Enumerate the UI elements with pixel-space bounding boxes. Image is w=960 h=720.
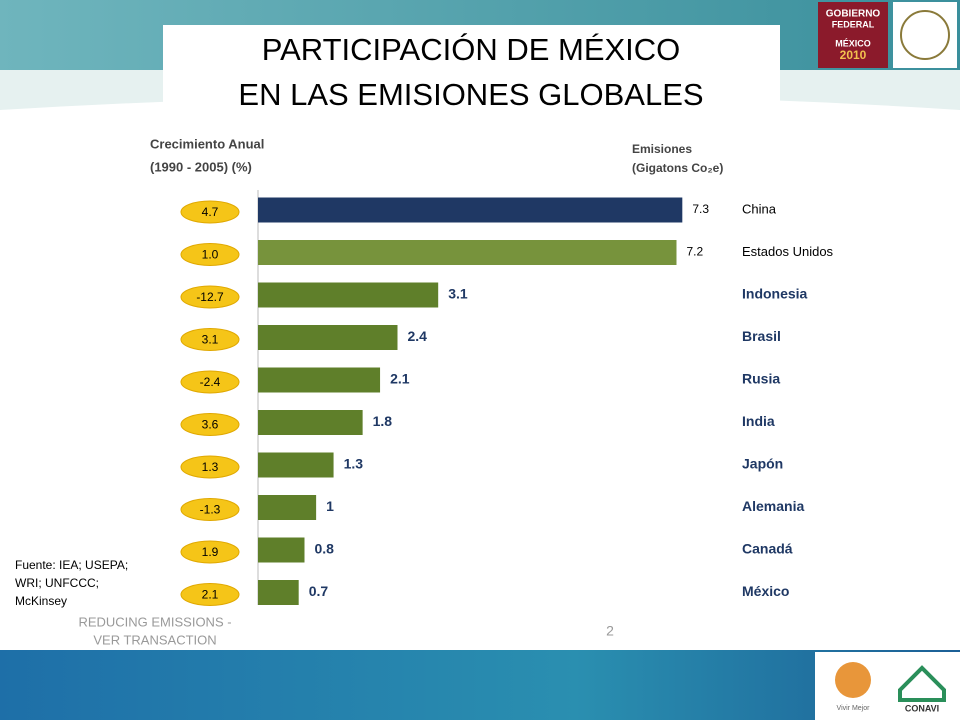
- bar: [258, 197, 683, 223]
- source: McKinsey: [15, 594, 67, 608]
- value-label: 2.4: [408, 328, 428, 344]
- growth-label: 1.3: [202, 460, 219, 474]
- value-label: 0.7: [309, 583, 329, 599]
- category-label: Brasil: [742, 328, 781, 344]
- logo-conavi-icon: [898, 665, 946, 702]
- title: PARTICIPACIÓN DE MÉXICO: [262, 32, 681, 67]
- category-label: China: [742, 201, 777, 216]
- value-label: 1.8: [373, 413, 393, 429]
- growth-marker: [180, 583, 240, 606]
- growth-label: -1.3: [200, 503, 221, 517]
- bar: [258, 367, 381, 393]
- left-title: (1990 - 2005) (%): [150, 159, 252, 174]
- category-label-box: [737, 239, 899, 266]
- logo-vivir-icon: [835, 662, 871, 698]
- escudo-icon: [900, 10, 950, 60]
- source-box: [10, 557, 160, 612]
- growth-label: -12.7: [196, 290, 224, 304]
- title-box: [163, 25, 780, 118]
- growth-label: 4.7: [202, 205, 219, 219]
- growth-marker: [180, 498, 240, 521]
- source: WRI; UNFCCC;: [15, 576, 99, 590]
- left-title: Crecimiento Anual: [150, 136, 264, 151]
- bar: [258, 580, 299, 605]
- category-label: Japón: [742, 456, 783, 472]
- growth-marker: [180, 285, 240, 309]
- bar: [258, 410, 363, 435]
- category-label: India: [742, 413, 775, 429]
- bar: [258, 282, 439, 308]
- category-label: Rusia: [742, 371, 780, 387]
- growth-marker: [180, 540, 240, 564]
- title: EN LAS EMISIONES GLOBALES: [238, 77, 703, 112]
- growth-marker: [180, 200, 240, 224]
- category-label: México: [742, 583, 789, 599]
- logo-escudo: [893, 2, 957, 68]
- bar: [258, 452, 334, 478]
- value-label: 7.2: [687, 245, 704, 259]
- logo-text: GOBIERNO: [826, 9, 881, 20]
- growth-marker: [180, 455, 240, 479]
- value-label: 7.3: [692, 202, 709, 216]
- value-label: 3.1: [448, 286, 468, 302]
- growth-marker: [180, 370, 240, 394]
- value-label: 0.8: [315, 541, 335, 557]
- bar: [258, 325, 398, 350]
- footer-band: [0, 650, 960, 720]
- category-label: Estados Unidos: [742, 244, 834, 259]
- growth-marker: [180, 243, 240, 266]
- logo-text: FEDERAL: [832, 19, 875, 29]
- growth-label: 3.1: [202, 333, 219, 347]
- growth-marker: [180, 328, 240, 351]
- growth-label: 1.9: [202, 545, 219, 559]
- caption: REDUCING EMISSIONS -: [78, 614, 231, 629]
- logo-text: CONAVI: [905, 703, 939, 713]
- page-number: 2: [606, 623, 614, 639]
- category-label: Canadá: [742, 541, 793, 557]
- value-label: 1: [326, 498, 334, 514]
- bar: [258, 495, 317, 520]
- logo-text: 2010: [840, 48, 867, 62]
- growth-label: -2.4: [200, 375, 221, 389]
- caption: VER TRANSACTION: [93, 632, 216, 647]
- source: Fuente: IEA; USEPA;: [15, 558, 128, 572]
- category-label: Indonesia: [742, 286, 808, 302]
- growth-label: 3.6: [202, 418, 219, 432]
- logo-text: MÉXICO: [835, 38, 871, 48]
- growth-label: 1.0: [202, 248, 219, 262]
- bar: [258, 240, 677, 265]
- growth-marker: [180, 413, 240, 436]
- bar: [258, 537, 305, 563]
- logo-gobierno: [818, 2, 888, 68]
- category-label-box: [737, 197, 899, 223]
- right-title: (Gigatons Co₂e): [632, 161, 723, 175]
- logo-text: Vivir Mejor: [837, 705, 871, 712]
- value-label: 1.3: [344, 456, 364, 472]
- category-label: Alemania: [742, 498, 804, 514]
- growth-label: 2.1: [202, 588, 219, 602]
- right-title: Emisiones: [632, 142, 692, 156]
- value-label: 2.1: [390, 371, 410, 387]
